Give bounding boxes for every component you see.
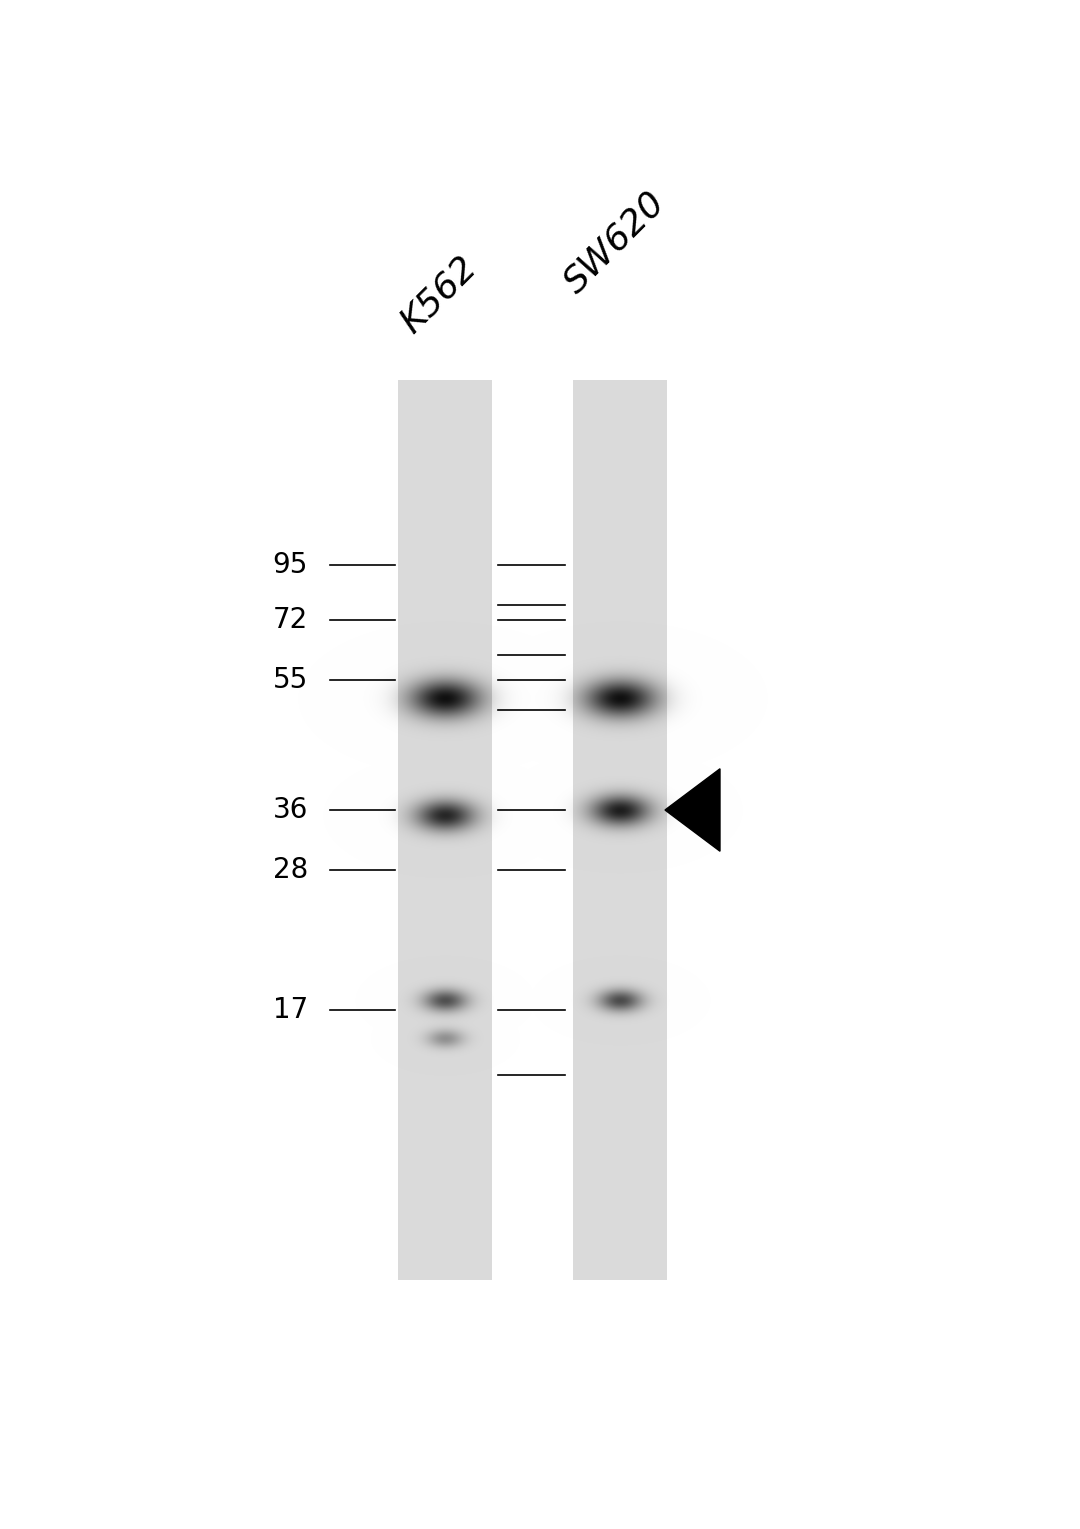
Text: 28: 28 <box>273 856 308 884</box>
Polygon shape <box>665 769 720 852</box>
Text: 55: 55 <box>273 667 308 694</box>
Text: 95: 95 <box>272 550 308 579</box>
Text: 72: 72 <box>273 605 308 635</box>
Text: K562: K562 <box>393 251 483 339</box>
Text: SW620: SW620 <box>557 185 671 300</box>
Text: 17: 17 <box>273 995 308 1024</box>
Text: 36: 36 <box>272 797 308 824</box>
